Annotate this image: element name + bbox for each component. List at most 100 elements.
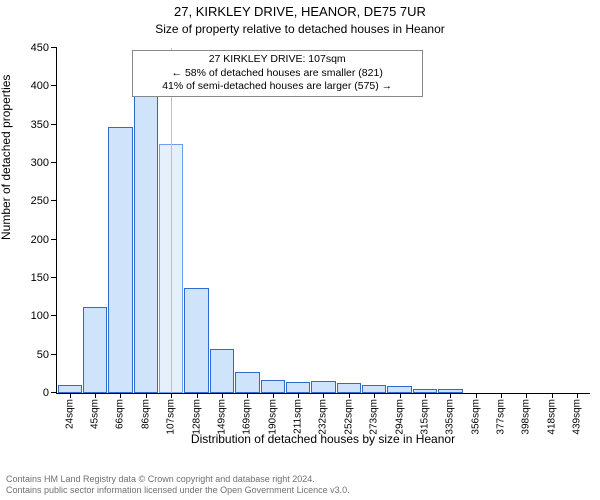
bar	[210, 349, 234, 393]
bar-slot: 294sqm	[387, 48, 412, 393]
bar-slot: 273sqm	[362, 48, 387, 393]
bar	[108, 127, 132, 394]
bar-slot: 398sqm	[514, 48, 539, 393]
bar	[286, 382, 310, 393]
x-tick	[70, 393, 71, 398]
x-tick	[349, 393, 350, 398]
bar	[311, 381, 335, 393]
x-tick	[298, 393, 299, 398]
x-tick	[222, 393, 223, 398]
y-tick-label: 50	[37, 349, 49, 361]
y-tick-label: 0	[43, 387, 49, 399]
bar	[235, 372, 259, 393]
x-tick	[120, 393, 121, 398]
annotation-line-3: 41% of semi-detached houses are larger (…	[139, 80, 416, 94]
bar-slot: 107sqm	[159, 48, 184, 393]
bar	[362, 385, 386, 393]
x-tick-label: 169sqm	[242, 399, 253, 435]
bar	[261, 380, 285, 394]
x-tick-label: 45sqm	[90, 399, 101, 429]
x-tick	[501, 393, 502, 398]
footer-line-2: Contains public sector information licen…	[6, 485, 350, 496]
x-tick	[476, 393, 477, 398]
y-tick	[51, 124, 57, 125]
bar-slot: 211sqm	[285, 48, 310, 393]
x-tick-label: 211sqm	[293, 399, 304, 434]
bar-slot: 66sqm	[108, 48, 133, 393]
x-tick-label: 398sqm	[521, 399, 532, 435]
bar-slot: 190sqm	[260, 48, 285, 393]
bar-slot: 149sqm	[209, 48, 234, 393]
x-tick	[323, 393, 324, 398]
y-tick	[51, 392, 57, 393]
x-tick	[425, 393, 426, 398]
x-tick-label: 294sqm	[394, 399, 405, 435]
bar	[337, 383, 361, 393]
x-tick-label: 107sqm	[166, 399, 177, 435]
x-tick-label: 128sqm	[191, 399, 202, 435]
x-tick-label: 335sqm	[445, 399, 456, 435]
x-tick	[197, 393, 198, 398]
bar	[58, 385, 82, 393]
y-tick	[51, 162, 57, 163]
x-tick-label: 24sqm	[64, 399, 75, 429]
plot-area: 24sqm45sqm66sqm86sqm107sqm128sqm149sqm16…	[56, 48, 590, 394]
y-tick-label: 150	[31, 272, 49, 284]
x-tick-label: 418sqm	[546, 399, 557, 435]
bar-slot: 335sqm	[438, 48, 463, 393]
footer: Contains HM Land Registry data © Crown c…	[6, 474, 350, 497]
bars-container: 24sqm45sqm66sqm86sqm107sqm128sqm149sqm16…	[57, 48, 590, 393]
bar-slot: 24sqm	[57, 48, 82, 393]
x-tick-label: 86sqm	[140, 399, 151, 429]
bar	[134, 92, 158, 393]
y-tick-label: 450	[31, 42, 49, 54]
y-tick-label: 400	[31, 80, 49, 92]
x-tick	[146, 393, 147, 398]
bar	[387, 386, 411, 393]
highlight-line	[171, 48, 172, 393]
x-axis-label: Distribution of detached houses by size …	[56, 432, 590, 446]
y-tick-label: 100	[31, 310, 49, 322]
address-line: 27, KIRKLEY DRIVE, HEANOR, DE75 7UR	[0, 4, 600, 19]
annotation-box: 27 KIRKLEY DRIVE: 107sqm ← 58% of detach…	[132, 50, 423, 97]
x-tick	[552, 393, 553, 398]
x-tick-label: 232sqm	[318, 399, 329, 435]
x-tick-label: 439sqm	[572, 399, 583, 435]
subtitle: Size of property relative to detached ho…	[0, 22, 600, 36]
y-tick	[51, 315, 57, 316]
x-tick-label: 356sqm	[470, 399, 481, 435]
bar-slot: 45sqm	[82, 48, 107, 393]
x-tick	[374, 393, 375, 398]
bar-slot: 252sqm	[336, 48, 361, 393]
y-tick	[51, 354, 57, 355]
y-tick-label: 200	[31, 234, 49, 246]
x-tick-label: 66sqm	[115, 399, 126, 429]
x-tick	[526, 393, 527, 398]
page: 27, KIRKLEY DRIVE, HEANOR, DE75 7UR Size…	[0, 0, 600, 500]
x-tick-label: 252sqm	[343, 399, 354, 435]
bar-slot: 377sqm	[488, 48, 513, 393]
y-tick	[51, 47, 57, 48]
y-tick	[51, 239, 57, 240]
x-tick-label: 315sqm	[419, 399, 430, 435]
bar	[83, 307, 107, 393]
bar-slot: 418sqm	[539, 48, 564, 393]
x-tick	[171, 393, 172, 398]
x-tick-label: 377sqm	[496, 399, 507, 435]
bar-slot: 86sqm	[133, 48, 158, 393]
x-tick-label: 149sqm	[216, 399, 227, 435]
x-tick	[95, 393, 96, 398]
x-tick	[247, 393, 248, 398]
x-tick	[577, 393, 578, 398]
bar-slot: 232sqm	[311, 48, 336, 393]
y-tick-label: 350	[31, 119, 49, 131]
bar-slot: 315sqm	[412, 48, 437, 393]
bar-slot: 128sqm	[184, 48, 209, 393]
x-tick	[450, 393, 451, 398]
x-tick	[273, 393, 274, 398]
annotation-line-1: 27 KIRKLEY DRIVE: 107sqm	[139, 53, 416, 67]
bar-slot: 169sqm	[235, 48, 260, 393]
y-tick	[51, 277, 57, 278]
x-tick-label: 190sqm	[267, 399, 278, 435]
y-tick	[51, 85, 57, 86]
